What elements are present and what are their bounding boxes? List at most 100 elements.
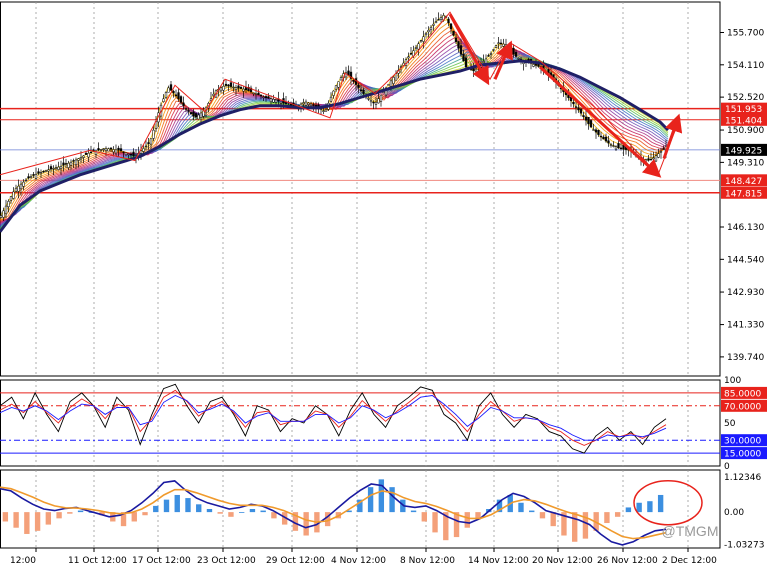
macd-tick-label: -1.03273 bbox=[724, 540, 764, 550]
watermark-text: @TMGM bbox=[662, 523, 719, 539]
candle-body bbox=[492, 49, 495, 51]
candle-body bbox=[414, 47, 418, 49]
macd-histogram-bar bbox=[228, 512, 234, 517]
candle-body bbox=[284, 102, 288, 105]
candle-body bbox=[417, 43, 420, 50]
x-tick-label: 26 Nov 12:00 bbox=[597, 556, 658, 566]
stochastic-panel[interactable]: 100 50 0 85.0000 70.0000 30.0000 15.0000 bbox=[0, 376, 767, 472]
candle-body bbox=[352, 80, 355, 82]
macd-histogram-bar bbox=[131, 512, 137, 522]
candle-body bbox=[129, 154, 133, 156]
candle-body bbox=[232, 86, 235, 89]
candle-body bbox=[87, 152, 90, 158]
candle-body bbox=[649, 158, 653, 161]
candle-body bbox=[489, 53, 493, 55]
candle-body bbox=[369, 100, 373, 103]
candle-body bbox=[77, 158, 80, 161]
panel-frame-2 bbox=[0, 469, 721, 549]
candle-body bbox=[392, 77, 395, 84]
candle-body bbox=[657, 153, 660, 158]
macd-histogram-bar bbox=[271, 512, 277, 519]
candle-body bbox=[227, 84, 230, 87]
candle-body bbox=[22, 181, 25, 187]
candle-body bbox=[377, 98, 380, 104]
stoch-tick-label: 0 bbox=[724, 462, 730, 472]
x-axis: 12:00 11 Oct 12:00 17 Oct 12:00 23 Oct 12:0… bbox=[10, 548, 717, 566]
candle-body bbox=[229, 82, 233, 87]
candle-body bbox=[597, 130, 600, 135]
stoch-series-line bbox=[0, 383, 667, 454]
candle-body bbox=[422, 36, 425, 42]
annotation-arrow bbox=[493, 40, 513, 80]
candle-body bbox=[374, 101, 378, 105]
candle-body bbox=[592, 129, 595, 131]
candle-body bbox=[394, 73, 398, 81]
candle-body bbox=[302, 102, 305, 105]
macd-histogram-bar bbox=[604, 512, 610, 524]
candle-body bbox=[252, 92, 255, 94]
ribbon-ma-line bbox=[0, 38, 669, 225]
macd-histogram-bar bbox=[539, 512, 546, 519]
price-tick-label: 149.310 bbox=[727, 158, 764, 168]
macd-histogram-bar bbox=[550, 512, 556, 527]
macd-histogram-bar bbox=[410, 510, 417, 513]
candle-body bbox=[309, 103, 313, 107]
macd-histogram-bar bbox=[45, 512, 52, 525]
candle-body bbox=[384, 87, 388, 96]
macd-histogram-bar bbox=[475, 512, 481, 519]
candle-body bbox=[37, 171, 40, 174]
candle-body bbox=[249, 87, 253, 93]
candle-body bbox=[514, 52, 518, 57]
macd-tick-label: 0.00 bbox=[724, 508, 744, 518]
candle-body bbox=[179, 96, 183, 103]
candle-body bbox=[97, 148, 100, 151]
candle-body bbox=[652, 157, 655, 160]
candle-body bbox=[324, 109, 328, 112]
x-tick-label: 8 Nov 12:00 bbox=[400, 556, 455, 566]
candle-body bbox=[577, 107, 580, 111]
highlight-circle bbox=[633, 480, 703, 526]
candle-body bbox=[82, 155, 85, 158]
candle-body bbox=[379, 94, 383, 102]
candle-body bbox=[117, 147, 120, 151]
macd-series-line bbox=[0, 480, 667, 546]
ribbon-ma-line bbox=[0, 19, 669, 219]
macd-histogram-bar bbox=[217, 512, 223, 514]
macd-histogram-bar bbox=[561, 512, 567, 536]
candle-body bbox=[512, 47, 515, 55]
candle-body bbox=[464, 57, 468, 68]
candle-body bbox=[602, 136, 605, 140]
macd-histogram-bar bbox=[324, 512, 331, 527]
level-tag-label: 151.404 bbox=[725, 116, 762, 126]
stoch-level-tag bbox=[721, 399, 767, 412]
macd-tick-label: 1.12346 bbox=[724, 473, 761, 483]
macd-histogram-bar bbox=[303, 512, 309, 536]
candle-body bbox=[224, 83, 228, 86]
candle-body bbox=[64, 163, 68, 165]
candle-body bbox=[242, 88, 245, 92]
panel-frame-1 bbox=[0, 379, 721, 467]
candle-body bbox=[34, 174, 38, 179]
candle-body bbox=[104, 148, 108, 151]
candle-body bbox=[74, 159, 78, 165]
candle-body bbox=[504, 44, 508, 47]
candle-body bbox=[107, 148, 110, 152]
macd-histogram-bar bbox=[572, 512, 578, 542]
price-panel[interactable]: 155.700 154.110 152.520 150.900 149.310 146.1… bbox=[0, 1, 767, 377]
candle-body bbox=[502, 43, 505, 47]
candle-body bbox=[182, 102, 185, 106]
level-tag-label: 148.427 bbox=[725, 177, 762, 187]
macd-histogram-bar bbox=[120, 512, 127, 527]
price-tick-label: 146.130 bbox=[727, 223, 764, 233]
macd-histogram-bar bbox=[357, 499, 363, 513]
candle-body bbox=[254, 93, 258, 95]
macd-histogram-bar bbox=[185, 498, 191, 513]
candle-body bbox=[239, 87, 243, 89]
candle-body bbox=[572, 102, 575, 105]
macd-panel[interactable]: 1.12346 0.00 -1.03273 bbox=[0, 469, 764, 550]
macd-histogram-bar bbox=[239, 512, 245, 513]
stoch-series-line bbox=[0, 394, 667, 441]
stoch-level-tag bbox=[721, 434, 767, 447]
candle-body bbox=[47, 169, 50, 172]
